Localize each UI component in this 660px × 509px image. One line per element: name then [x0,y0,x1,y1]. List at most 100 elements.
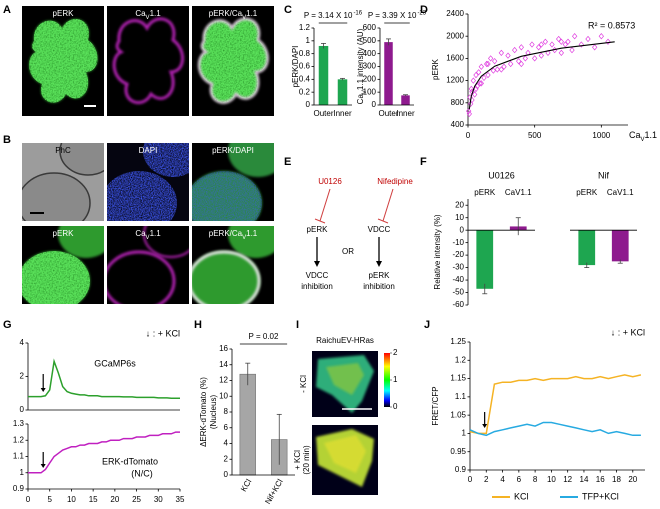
bar [401,95,410,105]
series-line [469,421,641,437]
y-tick-label: 0.6 [299,62,311,71]
image-title: pERK/DAPI [212,146,254,155]
tissue-outline [59,143,104,176]
diagram: U0126 Nifedipine pERK VDCC OR VDCC inhib… [301,177,413,291]
y-tick-label: 16 [219,344,228,353]
outcome: pERK [369,271,391,280]
tissue [58,226,104,258]
point [569,46,575,54]
bar [384,42,393,105]
y-tick-label: 0 [306,100,311,109]
x-tick-label: 0 [26,495,31,504]
point [585,35,591,43]
y-tick-label: -20 [452,250,464,259]
y-tick-label: 0.9 [13,484,25,493]
x-tick-label: 25 [132,495,141,504]
tissue [192,251,260,304]
point [466,110,472,118]
outcome: inhibition [301,282,333,291]
series-note: (N/C) [131,468,153,478]
panel-label: I [296,319,299,331]
y-tick-label: 6 [224,423,229,432]
image-title: PhC [55,146,71,155]
inhibitor-label: Nifedipine [377,177,413,186]
series-label: ERK-dTomato [102,456,158,466]
panel-label: J [424,319,430,331]
point [545,49,551,56]
cell-core [324,435,366,473]
chart-title: Nif [598,170,609,180]
y-tick-label: 100 [363,87,377,96]
bar [578,230,596,266]
x-tick-label: pERK [576,188,598,197]
annotation-exponent: -23 [417,11,426,17]
nuclei [107,171,177,221]
point [477,80,483,87]
bar [318,45,329,105]
point [536,44,542,51]
inhibition-bar [314,218,326,224]
series-line [28,358,180,400]
trendline [468,41,615,110]
point [605,38,611,45]
x-tick-label: CaV1.1 [607,188,634,197]
point [473,71,479,79]
y-tick-label: 8 [224,407,229,416]
x-tick-label: pERK [474,188,496,197]
y-tick-label: 1200 [446,76,464,85]
cell-core [326,363,364,395]
annotation: R² = 0.8573 [588,20,635,30]
y-tick-label: 1.25 [450,337,466,346]
inhibitor-label: U0126 [318,177,342,186]
x-tick-label: 1000 [592,131,610,140]
y-tick-label: 4 [20,338,25,347]
tissue [228,143,274,177]
x-tick-label: 0 [468,475,473,484]
panel-label: D [420,4,428,16]
x-tick-label: Inner [396,109,415,118]
image-title: pERK/CaV1.1 [209,9,258,20]
image-title: RaichuEV-HRas [316,336,374,345]
y-tick-label: 4 [224,439,229,448]
point [598,33,604,40]
image-title: DAPI [139,146,158,155]
y-axis-label: Relative intensity (%) [433,214,442,289]
point [476,69,482,76]
y-tick-label: 0.9 [455,465,467,474]
y-tick-label: 600 [363,23,377,32]
y-tick-label: 10 [219,391,228,400]
y-tick-label: 1.2 [299,23,311,32]
y-tick-label: 1 [306,36,311,45]
series-line [469,374,642,435]
point [470,77,476,84]
colorbar-label: 1 [393,375,398,384]
x-tick-label: Inner [333,109,352,118]
y-tick-label: 1.1 [455,392,467,401]
y-tick-label: 1.2 [455,355,467,364]
x-tick-label: 14 [580,475,589,484]
point [538,52,544,59]
y-tick-label: -30 [452,263,464,272]
y-tick-label: 1.1 [13,452,25,461]
series-line [28,431,180,474]
inhibition-line [319,188,331,222]
point [532,55,538,62]
bar [239,373,256,476]
y-tick-label: 10 [455,213,464,222]
micrograph [107,143,189,221]
y-tick-label: 1.05 [450,410,466,419]
tissue-rim [107,250,176,304]
y-tick-label: 1 [20,468,25,477]
inhibition-bar [377,218,389,224]
micrograph [107,6,189,116]
point [565,38,571,45]
y-tick-label: -60 [452,300,464,309]
micrograph [312,425,378,495]
x-tick-label: 30 [154,495,163,504]
point [468,100,474,108]
x-tick-label: Outer [313,109,333,118]
separator: OR [342,247,354,256]
inhibition-line [382,188,394,222]
tissue-outline [22,172,91,221]
colorbar [384,353,390,407]
